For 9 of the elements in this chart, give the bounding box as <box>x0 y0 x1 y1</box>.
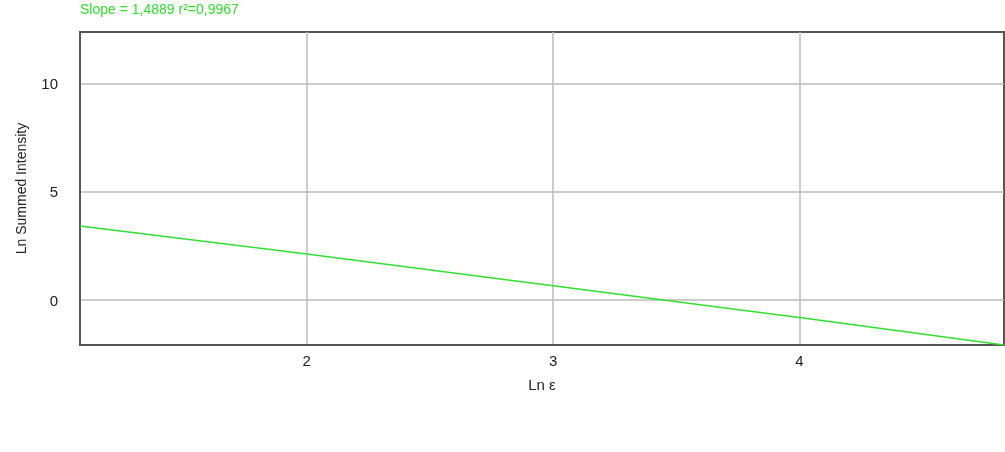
x-tick-label: 4 <box>795 352 804 369</box>
y-tick-label: 10 <box>41 75 58 93</box>
x-axis-title: Ln ε <box>528 376 557 393</box>
x-tick-label: 2 <box>302 352 311 369</box>
y-tick-label: 0 <box>49 291 58 309</box>
x-tick-label: 3 <box>548 352 558 369</box>
y-tick-label: 5 <box>49 183 58 201</box>
text: Slope = 1,4889 r²=0,9967 <box>80 1 240 17</box>
y-axis-title: Ln Summed Intensity <box>13 122 29 255</box>
